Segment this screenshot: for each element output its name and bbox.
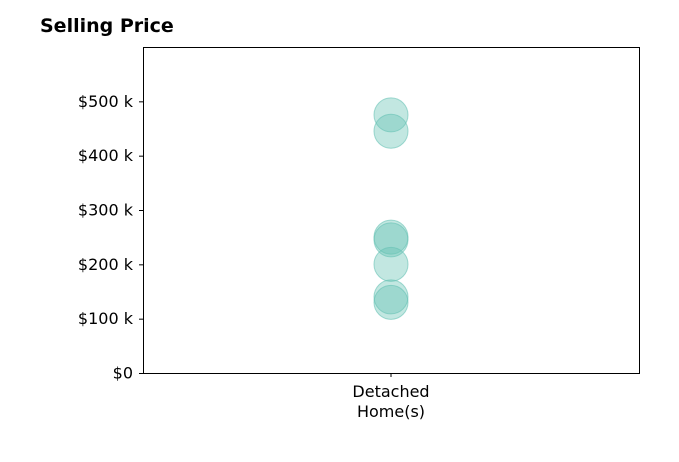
y-tick-label: $200 k: [78, 255, 134, 274]
data-point: [373, 284, 409, 320]
y-tick-label: $300 k: [78, 201, 134, 220]
y-tick-label: $500 k: [78, 92, 134, 111]
y-tick-label: $100 k: [78, 309, 134, 328]
y-tick-label: $0: [113, 364, 133, 383]
chart-title: Selling Price: [40, 15, 174, 37]
data-point: [373, 279, 409, 315]
y-axis: $0 $100 k $200 k $300 k $400 k $500 k: [78, 92, 143, 383]
plot-area-frame: [143, 47, 640, 374]
x-tick-label: Detached Home(s): [352, 382, 429, 421]
data-point: [373, 222, 409, 258]
data-point: [373, 113, 409, 149]
x-axis: Detached Home(s): [352, 373, 430, 421]
y-tick-label: $400 k: [78, 146, 134, 165]
data-point: [373, 97, 409, 133]
points-layer: [373, 97, 409, 320]
data-point: [373, 246, 409, 282]
